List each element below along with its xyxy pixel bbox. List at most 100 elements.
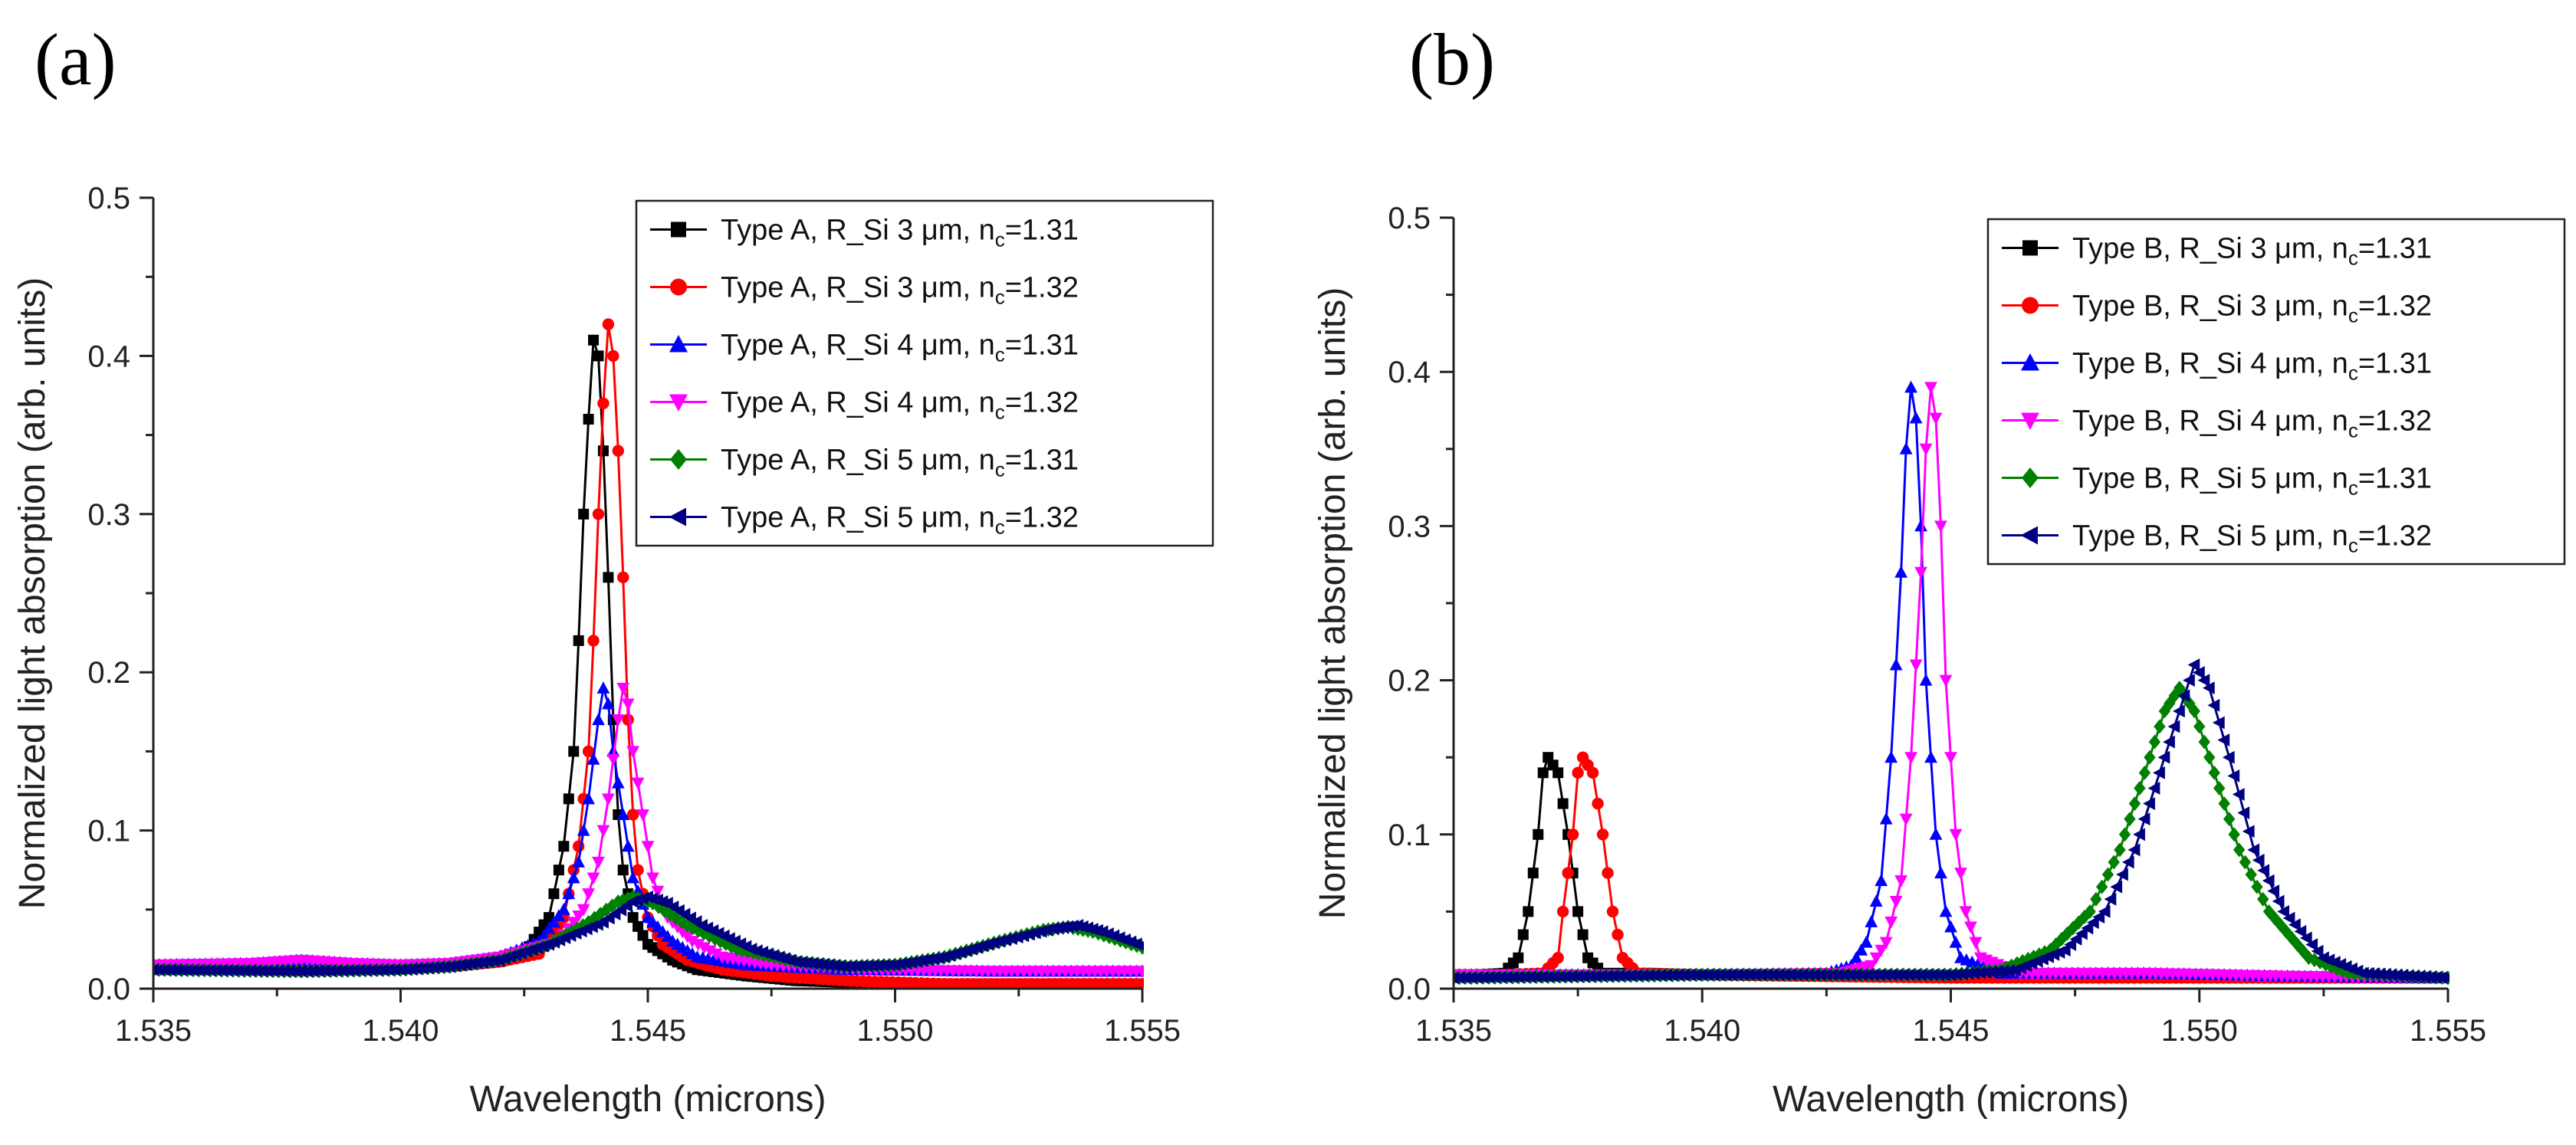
data-point: [1517, 970, 1530, 984]
data-point: [888, 958, 901, 972]
data-point: [646, 872, 659, 885]
data-point: [2188, 704, 2200, 719]
y-tick-label: 0.3: [1388, 510, 1431, 543]
data-point: [1949, 935, 1963, 948]
data-point: [602, 318, 615, 330]
legend-label: Type A, R_Si 5 μm, nc=1.31: [721, 445, 1079, 481]
data-point: [1869, 952, 1883, 965]
data-point: [621, 698, 635, 711]
data-point: [1618, 969, 1631, 983]
data-point: [2379, 968, 2392, 981]
data-point: [1924, 382, 1937, 395]
data-point: [1517, 929, 1529, 940]
data-point: [2274, 917, 2287, 933]
data-point: [698, 926, 710, 941]
data-point: [987, 936, 1000, 950]
data-point: [921, 953, 934, 966]
data-point: [2208, 765, 2220, 780]
data-point: [597, 397, 610, 410]
data-point: [2148, 734, 2161, 750]
legend-marker: [671, 221, 686, 238]
data-point: [1537, 767, 1549, 779]
data-point: [1571, 969, 1584, 983]
data-point: [1506, 970, 1519, 984]
data-point: [2217, 733, 2230, 746]
legend: Type B, R_Si 3 μm, nc=1.31 Type B, R_Si 3…: [1986, 218, 2566, 566]
data-point: [1869, 894, 1883, 907]
data-point: [607, 349, 619, 363]
data-point: [709, 948, 723, 961]
legend-item: Type B, R_Si 3 μm, nc=1.31: [2002, 233, 2432, 270]
data-point: [1612, 969, 1625, 983]
data-point: [1979, 966, 1992, 979]
x-tick-label: 1.545: [610, 1014, 686, 1048]
data-point: [1476, 971, 1489, 984]
data-point: [1944, 752, 1957, 764]
data-point: [1602, 867, 1614, 879]
legend-marker: [2021, 412, 2039, 430]
data-point: [1017, 929, 1030, 943]
data-point: [1944, 968, 1957, 982]
data-point: [1034, 924, 1047, 938]
data-point: [454, 958, 467, 972]
data-point: [2081, 921, 2094, 935]
chart-panel-b: (b) 1.535 1.540 1.545 1.550 1.555 0.0 0.1 0.2 0.3…: [1313, 18, 2566, 1120]
data-point: [1612, 928, 1624, 941]
data-point: [563, 793, 574, 805]
data-point: [1677, 968, 1691, 982]
data-point: [692, 939, 705, 951]
data-point: [1859, 935, 1873, 948]
data-point: [1552, 952, 1564, 964]
data-point: [410, 962, 422, 976]
data-point: [600, 902, 613, 917]
data-point: [1577, 969, 1589, 983]
data-point: [421, 961, 434, 975]
data-point: [586, 872, 600, 885]
data-point: [1513, 952, 1524, 963]
data-point: [905, 956, 917, 969]
data-point: [1944, 920, 1957, 933]
y-tick-label: 0.2: [1388, 664, 1431, 698]
y-tick-label: 0.5: [1388, 202, 1431, 235]
data-point: [993, 934, 1006, 948]
data-point: [2294, 924, 2307, 938]
data-point: [2003, 964, 2016, 977]
x-tick-label: 1.545: [1912, 1014, 1989, 1048]
data-point: [626, 889, 639, 904]
data-point: [2362, 966, 2375, 980]
y-tick-label: 0.4: [87, 340, 130, 373]
data-point: [2128, 796, 2141, 812]
data-point: [1494, 970, 1506, 984]
data-point: [2147, 782, 2160, 795]
data-point: [1939, 674, 1953, 687]
data-point: [582, 792, 595, 805]
data-point: [1557, 798, 1569, 809]
data-point: [893, 957, 906, 971]
data-point: [582, 888, 595, 901]
data-point: [2367, 967, 2380, 981]
data-point: [1630, 969, 1643, 983]
data-point: [2245, 867, 2257, 882]
data-point: [1929, 412, 1943, 425]
data-point: [2435, 971, 2448, 984]
data-point: [587, 635, 600, 647]
data-point: [2247, 843, 2260, 857]
legend-marker: [2021, 353, 2039, 371]
data-point: [459, 957, 472, 971]
data-point: [681, 917, 694, 933]
data-point: [1875, 944, 1888, 957]
y-tick-label: 0.3: [87, 498, 130, 532]
data-point: [636, 809, 649, 822]
data-point: [1991, 965, 2003, 978]
data-point: [1596, 828, 1609, 841]
data-point: [2064, 938, 2077, 951]
data-point: [1648, 969, 1661, 983]
legend-label: Type B, R_Si 3 μm, nc=1.32: [2072, 290, 2432, 327]
data-point: [2124, 812, 2136, 827]
x-tick-label: 1.555: [2410, 1014, 2486, 1048]
data-point: [714, 933, 727, 949]
data-point: [2202, 681, 2215, 695]
data-point: [1642, 969, 1654, 983]
data-point: [2311, 944, 2324, 958]
y-tick-label: 0.1: [87, 815, 130, 848]
